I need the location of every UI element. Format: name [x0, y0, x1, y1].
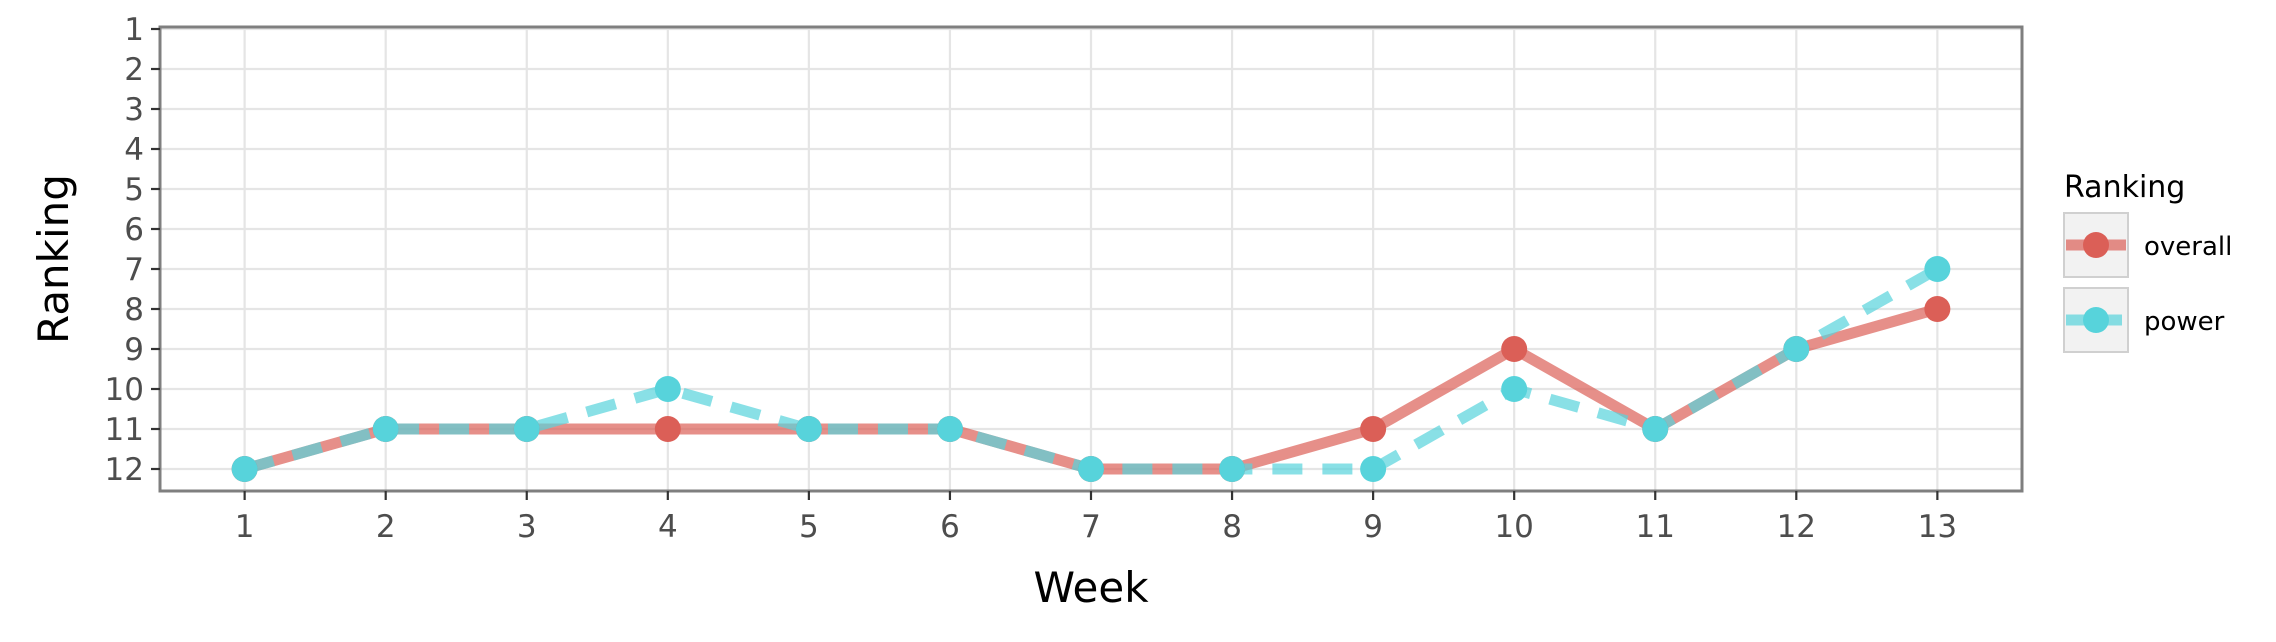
data-point-power: [513, 416, 540, 442]
data-point-power: [1219, 456, 1246, 482]
x-tick-label: 1: [235, 509, 255, 545]
y-tick-label: 11: [105, 412, 144, 448]
data-point-power: [654, 376, 681, 402]
y-tick-label: 8: [124, 292, 144, 328]
y-tick-label: 1: [124, 12, 144, 48]
x-tick-label: 11: [1636, 509, 1675, 545]
legend-marker-power: [2083, 307, 2109, 333]
data-point-power: [936, 416, 963, 442]
x-tick-label: 8: [1222, 509, 1242, 545]
y-tick-label: 9: [124, 332, 144, 368]
y-tick-label: 6: [124, 212, 144, 248]
x-tick-label: 7: [1081, 509, 1101, 545]
x-tick-label: 10: [1494, 509, 1533, 545]
legend: Ranking overall power: [2063, 170, 2232, 353]
data-point-overall: [654, 416, 681, 442]
x-tick-label: 12: [1777, 509, 1816, 545]
y-tick-label: 4: [124, 132, 144, 168]
x-tick-label: 4: [658, 509, 678, 545]
data-point-overall: [1360, 416, 1387, 442]
x-tick-label: 6: [940, 509, 960, 545]
legend-marker-overall: [2083, 232, 2109, 258]
series-layer: [231, 256, 1951, 482]
x-tick-label: 9: [1363, 509, 1383, 545]
y-axis-title: Ranking: [29, 174, 78, 344]
data-point-power: [1078, 456, 1104, 482]
x-tick-label: 5: [799, 509, 819, 545]
data-point-power: [1501, 376, 1528, 402]
legend-label-power: power: [2144, 307, 2225, 337]
data-point-overall: [1924, 296, 1951, 322]
data-point-power: [372, 416, 399, 442]
x-tick-label: 13: [1918, 509, 1957, 545]
y-tick-label: 7: [124, 252, 144, 288]
data-point-power: [795, 416, 822, 442]
data-point-power: [1642, 416, 1669, 442]
y-tick-label: 2: [124, 52, 144, 88]
legend-label-overall: overall: [2144, 232, 2232, 262]
data-point-power: [231, 456, 258, 482]
data-point-power: [1360, 456, 1387, 482]
grid: [160, 27, 2022, 491]
x-tick-label: 3: [517, 509, 537, 545]
legend-title: Ranking: [2064, 170, 2185, 205]
x-tick-label: 2: [376, 509, 396, 545]
y-tick-label: 5: [124, 172, 144, 208]
x-axis-title: Week: [1033, 563, 1149, 612]
y-tick-label: 3: [124, 92, 144, 128]
y-tick-label: 10: [105, 372, 144, 408]
y-tick-label: 12: [105, 452, 144, 488]
data-point-power: [1924, 256, 1951, 282]
data-point-power: [1783, 336, 1810, 362]
data-point-overall: [1501, 336, 1528, 362]
